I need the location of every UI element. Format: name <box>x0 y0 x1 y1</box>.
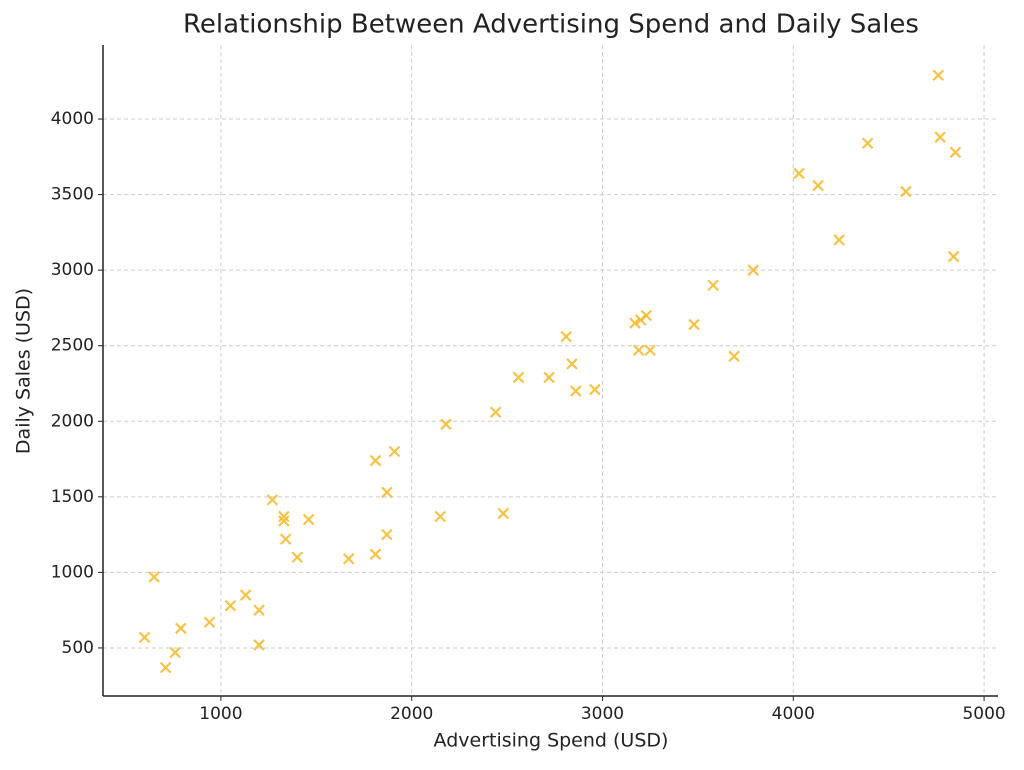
point <box>369 548 382 561</box>
point <box>833 234 845 246</box>
point <box>169 646 181 659</box>
point <box>434 510 447 523</box>
point <box>861 137 874 150</box>
point <box>381 528 393 541</box>
point <box>900 185 912 198</box>
point <box>203 616 216 629</box>
x-tick-label: 1000 <box>199 704 242 724</box>
point <box>688 318 700 331</box>
point <box>266 494 279 506</box>
point <box>253 604 265 616</box>
point <box>629 317 641 329</box>
x-tick-label: 4000 <box>772 704 815 724</box>
point <box>728 350 740 363</box>
point <box>543 371 555 384</box>
y-axis-label: Daily Sales (USD) <box>13 288 35 454</box>
x-axis-label: Advertising Spend (USD) <box>434 730 669 752</box>
x-tick-label: 5000 <box>962 704 1005 724</box>
point <box>632 344 645 357</box>
point <box>566 358 578 370</box>
y-tick-label: 3500 <box>51 185 94 205</box>
y-tick-label: 4000 <box>51 109 94 129</box>
point <box>949 146 962 159</box>
point <box>497 507 510 520</box>
point <box>747 264 759 276</box>
point <box>148 571 160 583</box>
point <box>560 330 573 343</box>
point <box>388 445 401 458</box>
point <box>253 639 265 651</box>
point <box>159 661 172 674</box>
point <box>381 486 393 499</box>
point <box>440 418 452 431</box>
y-tick-label: 2500 <box>51 336 94 356</box>
point <box>489 406 502 418</box>
x-tick-label: 3000 <box>581 704 624 724</box>
chart-title: Relationship Between Advertising Spend a… <box>183 10 919 40</box>
point <box>342 553 355 565</box>
point <box>138 631 151 644</box>
point <box>369 454 382 467</box>
point <box>291 551 304 564</box>
point <box>812 179 824 192</box>
point <box>707 279 719 292</box>
point <box>224 599 237 612</box>
point <box>302 513 315 526</box>
y-tick-label: 3000 <box>51 260 94 280</box>
point <box>640 309 653 322</box>
point <box>947 250 960 263</box>
point <box>793 167 805 180</box>
point <box>239 589 252 601</box>
point <box>280 533 292 545</box>
y-tick-label: 1000 <box>51 562 94 582</box>
point <box>934 131 946 143</box>
point <box>570 385 582 397</box>
point <box>644 344 656 357</box>
y-tick-label: 500 <box>62 638 94 658</box>
y-tick-label: 1500 <box>51 487 94 507</box>
point <box>278 510 290 523</box>
y-tick-label: 2000 <box>51 411 94 431</box>
point <box>512 371 525 384</box>
point <box>175 622 187 635</box>
point <box>278 515 290 527</box>
point <box>932 69 945 82</box>
x-tick-label: 2000 <box>390 704 433 724</box>
point <box>589 383 601 396</box>
